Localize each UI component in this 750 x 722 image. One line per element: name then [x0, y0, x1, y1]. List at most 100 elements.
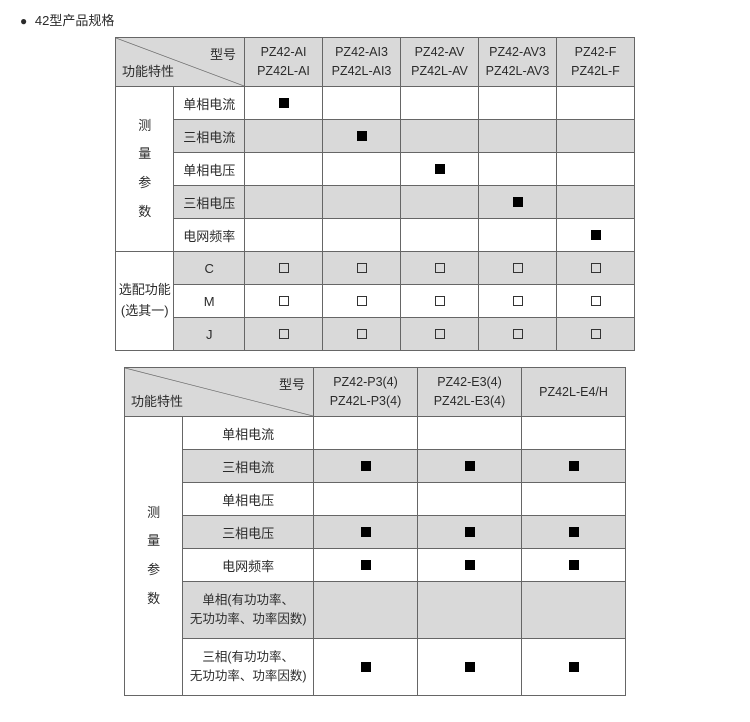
- spec-table-2: 型号 功能特性 PZ42-P3(4)PZ42L-P3(4)PZ42-E3(4)P…: [124, 367, 626, 696]
- table-cell: [314, 483, 418, 516]
- filled-square-icon: [361, 527, 371, 537]
- table-cell: [401, 219, 479, 252]
- bullet-icon: ●: [20, 14, 27, 28]
- table-cell: [314, 516, 418, 549]
- table-cell: [245, 120, 323, 153]
- model-header: PZ42-AIPZ42L-AI: [245, 38, 323, 87]
- param-name: J: [174, 318, 245, 351]
- spec-table-1: 型号 功能特性 PZ42-AIPZ42L-AIPZ42-AI3PZ42L-AI3…: [115, 37, 635, 351]
- param-name: C: [174, 252, 245, 285]
- table-cell: [522, 417, 626, 450]
- filled-square-icon: [279, 98, 289, 108]
- filled-square-icon: [465, 527, 475, 537]
- table-cell: [323, 120, 401, 153]
- table-cell: [401, 318, 479, 351]
- filled-square-icon: [569, 662, 579, 672]
- open-square-icon: [435, 329, 445, 339]
- filled-square-icon: [361, 560, 371, 570]
- table-cell: [323, 285, 401, 318]
- section-label-measure: 测量参数: [125, 417, 183, 696]
- open-square-icon: [591, 263, 601, 273]
- table-cell: [418, 450, 522, 483]
- table-cell: [479, 87, 557, 120]
- table-cell: [418, 516, 522, 549]
- filled-square-icon: [361, 662, 371, 672]
- param-name: 单相电压: [183, 483, 314, 516]
- open-square-icon: [513, 329, 523, 339]
- filled-square-icon: [569, 560, 579, 570]
- table-cell: [522, 516, 626, 549]
- filled-square-icon: [361, 461, 371, 471]
- table-cell: [479, 285, 557, 318]
- table-cell: [418, 417, 522, 450]
- table-cell: [557, 219, 635, 252]
- param-name: 三相电压: [174, 186, 245, 219]
- table-cell: [479, 219, 557, 252]
- filled-square-icon: [465, 560, 475, 570]
- model-header: PZ42-AVPZ42L-AV: [401, 38, 479, 87]
- open-square-icon: [513, 296, 523, 306]
- table-cell: [557, 285, 635, 318]
- filled-square-icon: [357, 131, 367, 141]
- table-cell: [557, 120, 635, 153]
- open-square-icon: [591, 329, 601, 339]
- page-title: ● 42型产品规格: [20, 10, 730, 29]
- table-cell: [401, 87, 479, 120]
- table-cell: [401, 285, 479, 318]
- table-cell: [314, 582, 418, 639]
- table-cell: [245, 219, 323, 252]
- table-cell: [522, 582, 626, 639]
- open-square-icon: [279, 296, 289, 306]
- table-cell: [401, 252, 479, 285]
- filled-square-icon: [591, 230, 601, 240]
- table-cell: [245, 87, 323, 120]
- table-cell: [245, 186, 323, 219]
- param-name: 三相电流: [174, 120, 245, 153]
- table-cell: [418, 483, 522, 516]
- table-cell: [245, 153, 323, 186]
- param-name: 三相(有功功率、无功功率、功率因数): [183, 639, 314, 696]
- table-cell: [314, 549, 418, 582]
- param-name: 单相(有功功率、无功功率、功率因数): [183, 582, 314, 639]
- open-square-icon: [279, 329, 289, 339]
- table-cell: [323, 186, 401, 219]
- model-header: PZ42-E3(4)PZ42L-E3(4): [418, 368, 522, 417]
- table-cell: [401, 120, 479, 153]
- open-square-icon: [435, 263, 445, 273]
- diag-label-model: 型号: [279, 374, 305, 393]
- param-name: 单相电流: [183, 417, 314, 450]
- table-cell: [522, 639, 626, 696]
- table-cell: [479, 153, 557, 186]
- open-square-icon: [357, 296, 367, 306]
- open-square-icon: [591, 296, 601, 306]
- table-cell: [323, 153, 401, 186]
- table-cell: [557, 186, 635, 219]
- open-square-icon: [357, 329, 367, 339]
- table-cell: [522, 483, 626, 516]
- open-square-icon: [513, 263, 523, 273]
- table-cell: [323, 87, 401, 120]
- table-cell: [557, 87, 635, 120]
- filled-square-icon: [465, 662, 475, 672]
- table-cell: [323, 219, 401, 252]
- filled-square-icon: [569, 527, 579, 537]
- model-header: PZ42-FPZ42L-F: [557, 38, 635, 87]
- table-cell: [323, 318, 401, 351]
- open-square-icon: [279, 263, 289, 273]
- table-cell: [418, 549, 522, 582]
- filled-square-icon: [513, 197, 523, 207]
- param-name: 电网频率: [183, 549, 314, 582]
- model-header: PZ42L-E4/H: [522, 368, 626, 417]
- table-cell: [479, 186, 557, 219]
- table-cell: [479, 120, 557, 153]
- table-cell: [479, 318, 557, 351]
- table-cell: [401, 186, 479, 219]
- param-name: 电网频率: [174, 219, 245, 252]
- table-cell: [245, 318, 323, 351]
- table-cell: [245, 252, 323, 285]
- filled-square-icon: [435, 164, 445, 174]
- model-header: PZ42-P3(4)PZ42L-P3(4): [314, 368, 418, 417]
- table-cell: [479, 252, 557, 285]
- param-name: M: [174, 285, 245, 318]
- table-cell: [418, 639, 522, 696]
